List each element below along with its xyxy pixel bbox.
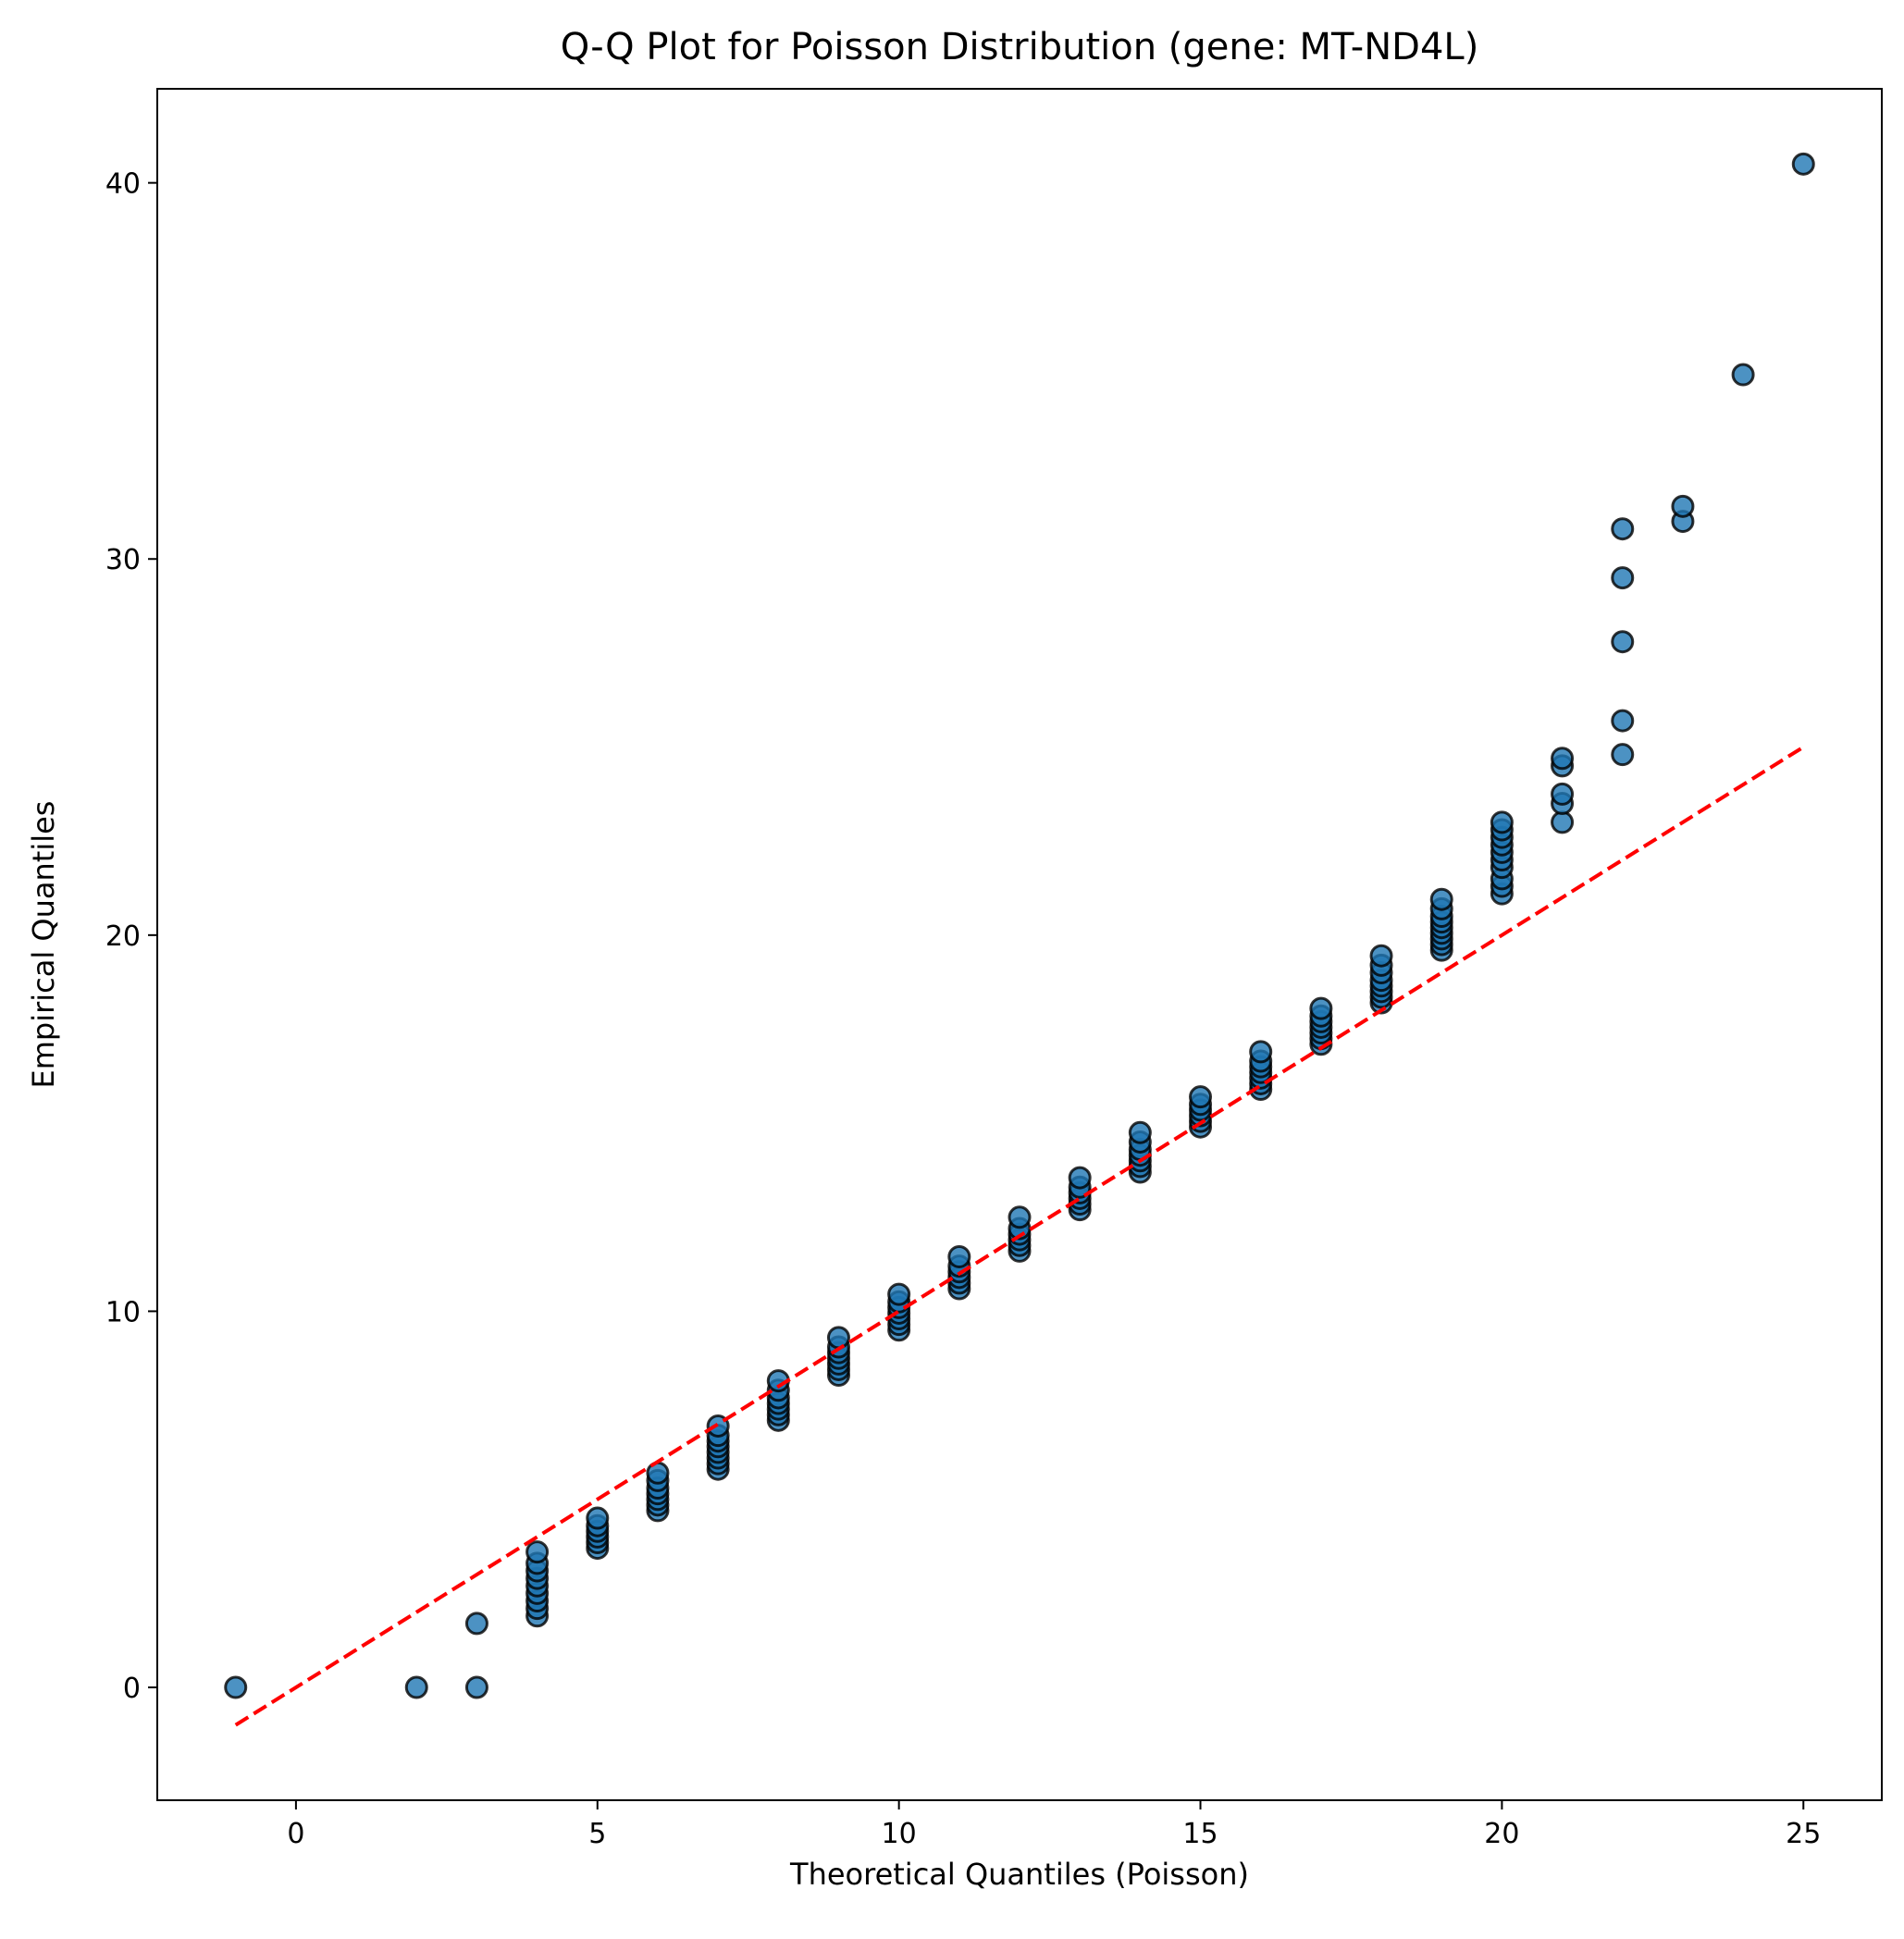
data-point-0-12 bbox=[525, 1540, 550, 1564]
x-tick-label-15: 15 bbox=[1182, 1818, 1218, 1850]
data-point-0-72 bbox=[1068, 1166, 1092, 1190]
data-point-0-2 bbox=[464, 1675, 488, 1699]
data-point-0-129 bbox=[1551, 782, 1575, 806]
axes-background bbox=[157, 89, 1882, 1800]
data-point-0-133 bbox=[1611, 709, 1635, 733]
data-point-0-85 bbox=[1189, 1085, 1213, 1109]
data-point-0-25 bbox=[646, 1461, 670, 1485]
data-point-0-47 bbox=[826, 1326, 850, 1350]
data-point-0-127 bbox=[1551, 810, 1575, 834]
y-tick-label-20: 20 bbox=[105, 920, 141, 953]
y-tick-label-40: 40 bbox=[105, 168, 141, 201]
data-point-0-0 bbox=[224, 1675, 248, 1699]
data-point-0-3 bbox=[464, 1612, 488, 1636]
data-point-0-136 bbox=[1611, 517, 1635, 541]
data-point-0-116 bbox=[1429, 887, 1453, 911]
x-axis-ticks: 0 5 10 15 20 25 bbox=[287, 1800, 1821, 1850]
data-point-0-54 bbox=[887, 1282, 911, 1306]
y-tick-label-30: 30 bbox=[105, 544, 141, 576]
reference-line bbox=[234, 745, 1805, 1727]
points-layer bbox=[224, 152, 1815, 1699]
data-point-0-126 bbox=[1490, 810, 1514, 834]
x-tick-label-5: 5 bbox=[588, 1818, 606, 1850]
data-point-0-131 bbox=[1551, 747, 1575, 771]
y-tick-label-0: 0 bbox=[123, 1673, 141, 1705]
y-axis-ticks: 0 10 20 30 40 bbox=[105, 168, 157, 1705]
x-tick-label-10: 10 bbox=[882, 1818, 917, 1850]
x-axis-label: Theoretical Quantiles (Poisson) bbox=[789, 1857, 1249, 1892]
data-point-0-132 bbox=[1611, 743, 1635, 767]
x-tick-label-0: 0 bbox=[287, 1818, 304, 1850]
x-tick-label-25: 25 bbox=[1786, 1818, 1821, 1850]
plot-area bbox=[156, 88, 1883, 1801]
data-point-0-92 bbox=[1249, 1040, 1273, 1064]
axes-frame bbox=[156, 88, 1883, 1801]
chart-title: Q-Q Plot for Poisson Distribution (gene:… bbox=[561, 26, 1479, 68]
x-tick-label-20: 20 bbox=[1484, 1818, 1519, 1850]
data-point-0-60 bbox=[947, 1244, 971, 1268]
data-point-0-99 bbox=[1309, 996, 1333, 1020]
data-point-0-107 bbox=[1369, 944, 1393, 968]
data-point-0-140 bbox=[1791, 152, 1815, 176]
data-point-0-139 bbox=[1731, 363, 1755, 387]
y-tick-label-10: 10 bbox=[105, 1296, 141, 1328]
data-point-0-135 bbox=[1611, 566, 1635, 590]
y-axis-label: Empirical Quantiles bbox=[26, 801, 61, 1089]
data-point-0-79 bbox=[1128, 1120, 1152, 1144]
data-point-0-18 bbox=[586, 1506, 610, 1530]
data-point-0-134 bbox=[1611, 630, 1635, 654]
data-point-0-138 bbox=[1671, 494, 1695, 518]
data-point-0-1 bbox=[404, 1675, 428, 1699]
data-point-0-66 bbox=[1008, 1205, 1032, 1229]
